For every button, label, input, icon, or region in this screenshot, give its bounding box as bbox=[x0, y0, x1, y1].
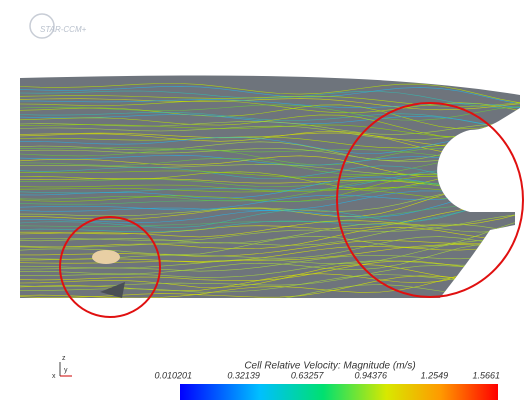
colorbar-tick-label: 0.010201 bbox=[154, 370, 192, 380]
colorbar-tick-label: 1.2549 bbox=[421, 370, 449, 380]
triad-label: y bbox=[64, 367, 68, 374]
colorbar-tick-label: 0.63257 bbox=[291, 370, 325, 380]
triad-label: z bbox=[62, 355, 66, 362]
colorbar-title: Cell Relative Velocity: Magnitude (m/s) bbox=[244, 361, 415, 372]
axis-triad: z x y bbox=[52, 355, 72, 380]
logo: STAR-CCM+ bbox=[30, 14, 87, 38]
colorbar-tick-label: 0.32139 bbox=[227, 370, 260, 380]
colorbar-tick-label: 0.94376 bbox=[355, 370, 388, 380]
triad-label: x bbox=[52, 373, 56, 380]
logo-text: STAR-CCM+ bbox=[40, 25, 87, 34]
colorbar-tick-label: 1.5661 bbox=[472, 370, 500, 380]
colorbar-ticks: 0.010201 0.32139 0.63257 0.94376 1.2549 1.566… bbox=[154, 370, 500, 380]
colorbar bbox=[180, 384, 498, 400]
scene: STAR-CCM+ z x y Cell Relative Velocity: … bbox=[0, 0, 524, 406]
port-opening bbox=[92, 250, 120, 264]
